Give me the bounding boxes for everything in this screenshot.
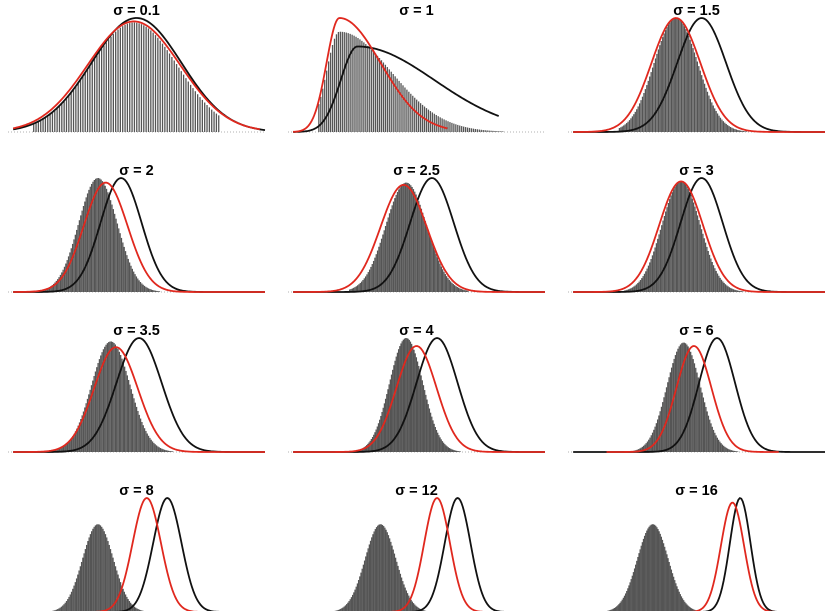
- chart-panel-7: σ = 3.5: [8, 323, 265, 453]
- red-density-curve: [573, 17, 825, 133]
- chart-panel-8: σ = 4: [288, 323, 545, 453]
- red-density-curve: [606, 345, 779, 453]
- chart-panel-4: σ = 2: [8, 163, 265, 293]
- chart-panel-9: σ = 6: [568, 323, 825, 453]
- panel-title: σ = 3: [679, 163, 714, 179]
- red-density-curve: [293, 345, 545, 453]
- panel-title: σ = 2.5: [393, 163, 440, 179]
- histogram: [623, 181, 744, 292]
- red-density-curve: [93, 497, 200, 611]
- chart-panel-6: σ = 3: [568, 163, 825, 293]
- panel-title: σ = 6: [679, 323, 714, 339]
- chart-panel-3: σ = 1.5: [568, 3, 825, 133]
- histogram: [334, 524, 427, 611]
- histogram: [53, 341, 174, 452]
- black-density-curve: [293, 45, 500, 133]
- chart-panel-11: σ = 12: [334, 483, 506, 611]
- red-density-curve: [293, 184, 545, 293]
- chart-panel-2: σ = 1: [288, 3, 545, 133]
- red-density-curve: [689, 501, 776, 611]
- red-density-curve: [13, 346, 265, 453]
- black-density-curve: [701, 497, 779, 611]
- red-density-curve: [573, 180, 825, 293]
- histogram: [349, 182, 469, 292]
- panel-title: σ = 0.1: [113, 3, 160, 19]
- red-density-curve: [12, 20, 261, 131]
- panel-title: σ = 2: [119, 163, 154, 179]
- panel-title: σ = 1: [399, 3, 434, 19]
- chart-panel-12: σ = 16: [607, 483, 779, 611]
- panel-title: σ = 3.5: [113, 323, 160, 339]
- histogram: [618, 18, 748, 132]
- histogram: [607, 524, 699, 611]
- red-density-curve: [13, 181, 265, 293]
- red-density-curve: [293, 17, 448, 133]
- histogram: [40, 178, 161, 292]
- chart-panel-5: σ = 2.5: [288, 163, 545, 293]
- panel-title: σ = 8: [119, 483, 154, 499]
- black-density-curve: [409, 497, 506, 611]
- panel-title: σ = 4: [399, 323, 434, 339]
- black-density-curve: [13, 177, 265, 293]
- histogram: [33, 22, 220, 132]
- chart-panel-1: σ = 0.1: [8, 3, 266, 133]
- chart-panel-10: σ = 8: [52, 483, 221, 611]
- red-density-curve: [388, 497, 486, 611]
- panel-title: σ = 16: [675, 483, 718, 499]
- black-density-curve: [114, 497, 221, 611]
- panel-title: σ = 1.5: [673, 3, 720, 19]
- histogram: [318, 31, 504, 132]
- panel-title: σ = 12: [395, 483, 438, 499]
- histogram: [629, 342, 739, 452]
- histogram: [52, 524, 144, 611]
